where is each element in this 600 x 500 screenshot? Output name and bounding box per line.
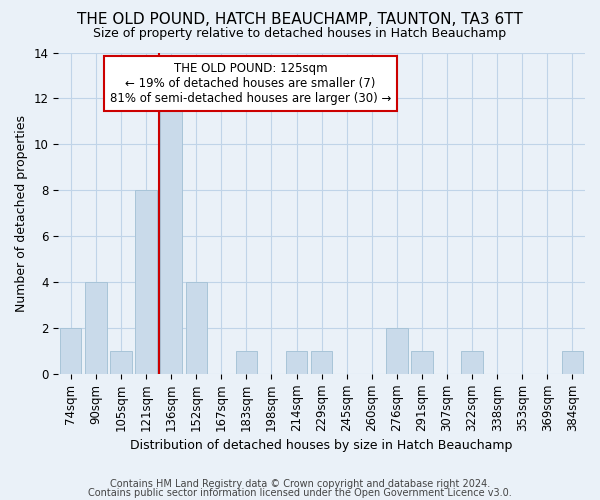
Bar bbox=[60, 328, 82, 374]
Text: THE OLD POUND, HATCH BEAUCHAMP, TAUNTON, TA3 6TT: THE OLD POUND, HATCH BEAUCHAMP, TAUNTON,… bbox=[77, 12, 523, 28]
Text: Contains public sector information licensed under the Open Government Licence v3: Contains public sector information licen… bbox=[88, 488, 512, 498]
Bar bbox=[136, 190, 157, 374]
Bar bbox=[236, 351, 257, 374]
X-axis label: Distribution of detached houses by size in Hatch Beauchamp: Distribution of detached houses by size … bbox=[130, 440, 513, 452]
Bar bbox=[311, 351, 332, 374]
Bar bbox=[461, 351, 483, 374]
Bar bbox=[185, 282, 207, 374]
Bar bbox=[286, 351, 307, 374]
Y-axis label: Number of detached properties: Number of detached properties bbox=[15, 114, 28, 312]
Bar bbox=[110, 351, 131, 374]
Text: Size of property relative to detached houses in Hatch Beauchamp: Size of property relative to detached ho… bbox=[94, 28, 506, 40]
Text: THE OLD POUND: 125sqm
← 19% of detached houses are smaller (7)
81% of semi-detac: THE OLD POUND: 125sqm ← 19% of detached … bbox=[110, 62, 391, 105]
Bar bbox=[160, 98, 182, 374]
Bar bbox=[562, 351, 583, 374]
Bar bbox=[386, 328, 407, 374]
Bar bbox=[85, 282, 107, 374]
Text: Contains HM Land Registry data © Crown copyright and database right 2024.: Contains HM Land Registry data © Crown c… bbox=[110, 479, 490, 489]
Bar bbox=[412, 351, 433, 374]
